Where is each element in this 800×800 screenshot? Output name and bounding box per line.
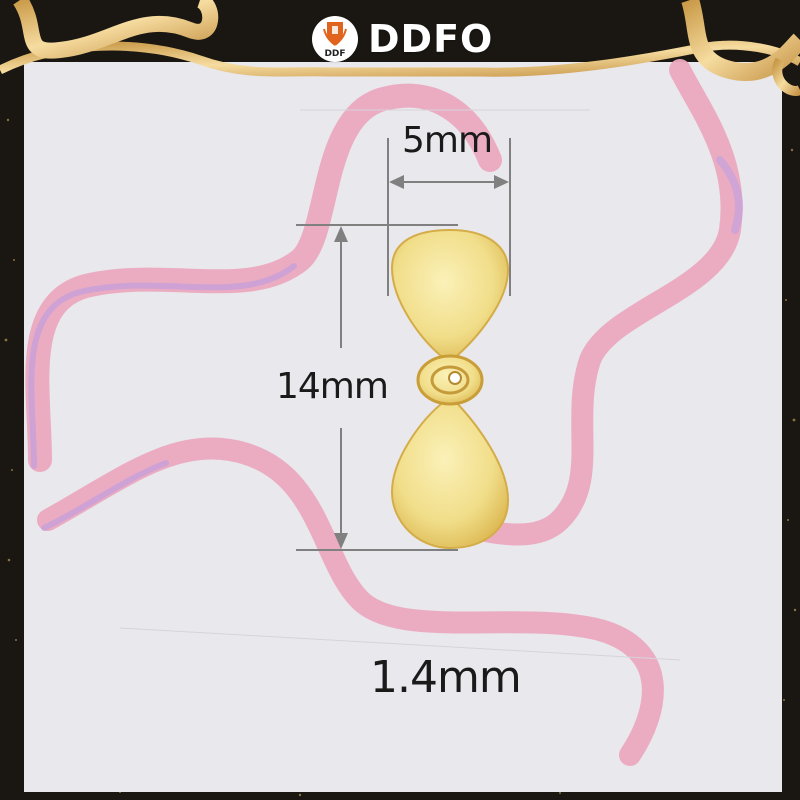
gold-ribbon-right-curl [681,0,800,81]
propeller [390,228,510,550]
pink-ribbon-upper-shade [28,263,297,469]
propeller-hub-ring [430,365,470,395]
pink-ribbon-lower-shade [41,460,169,531]
pink-ribbon-lower [37,437,664,766]
gold-speckles [4,118,797,797]
width-dimension [387,138,511,296]
height-dimension [296,224,458,551]
height-label: 14mm [276,366,389,407]
propeller-hole [448,371,462,385]
propeller-top-blade [390,228,510,361]
propeller-bottom-blade [390,399,510,550]
brand-logo: DDF DDFO [312,14,493,64]
thickness-label: 1.4mm [370,652,522,703]
gold-ribbon-left-curl [13,0,219,59]
width-label: 5mm [402,120,493,161]
shield-icon: DDF [312,16,358,62]
pink-ribbon-right-shade [716,156,744,234]
gold-ribbon-top [0,40,800,77]
faint-guides [119,109,681,661]
brand-badge-text: DDF [324,49,346,59]
brand-name: DDFO [368,17,494,61]
pink-ribbons [25,59,744,766]
gold-ribbon-right-edge [772,57,800,96]
